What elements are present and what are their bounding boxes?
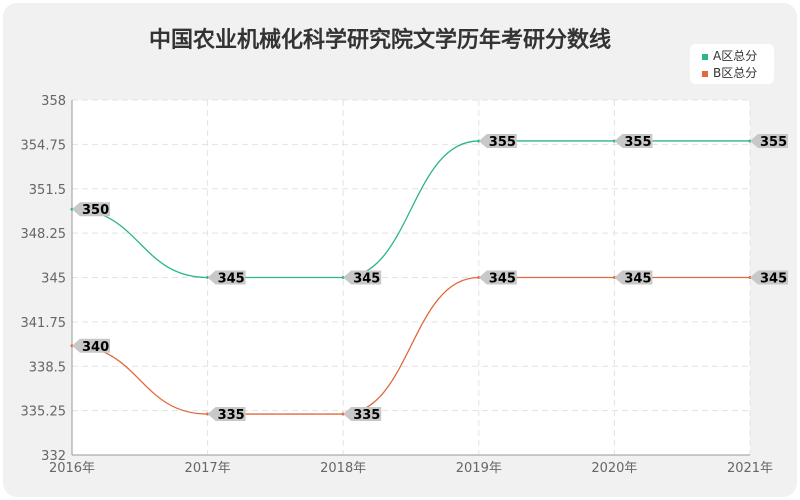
y-tick-label: 351.5	[29, 183, 66, 198]
data-label-bg	[72, 338, 110, 353]
data-label: 345	[489, 272, 516, 287]
x-tick-label: 2020年	[591, 461, 637, 476]
data-label: 345	[218, 272, 245, 287]
y-tick-label: 332	[41, 449, 66, 464]
data-label: 355	[624, 135, 651, 150]
data-label-bg	[72, 202, 110, 217]
data-label-bg	[478, 133, 517, 148]
legend-label-a: A区总分	[713, 49, 758, 63]
data-label: 335	[353, 408, 380, 423]
y-tick-label: 348.25	[21, 227, 67, 242]
chart-title: 中国农业机械化科学研究院文学历年考研分数线	[148, 27, 611, 52]
data-label-bg	[343, 270, 382, 285]
data-label-bg	[750, 270, 788, 285]
legend-item-b[interactable]: B区总分	[702, 65, 757, 81]
x-tick-label: 2019年	[456, 461, 502, 476]
legend-swatch-a	[702, 53, 708, 60]
data-label: 350	[82, 203, 109, 218]
x-tick-label: 2018年	[320, 461, 366, 476]
y-tick-label: 345	[41, 272, 66, 287]
y-tick-label: 335.25	[21, 405, 67, 420]
data-label-bg	[614, 133, 653, 148]
y-tick-label: 338.5	[29, 360, 66, 375]
x-tick-label: 2017年	[185, 461, 231, 476]
legend-label-b: B区总分	[713, 66, 758, 80]
data-label: 345	[624, 272, 651, 287]
data-label: 355	[489, 135, 516, 150]
data-label-bg	[207, 407, 246, 422]
y-tick-label: 354.75	[21, 138, 67, 153]
x-tick-label: 2016年	[49, 461, 95, 476]
y-tick-label: 341.75	[21, 316, 67, 331]
data-label: 335	[218, 408, 245, 423]
data-label: 340	[82, 340, 109, 355]
data-label-bg	[750, 133, 788, 148]
data-label-bg	[207, 270, 246, 285]
data-label-bg	[478, 270, 517, 285]
data-label: 345	[760, 272, 787, 287]
legend: A区总分 B区总分	[690, 44, 774, 84]
data-label-bg	[614, 270, 653, 285]
legend-swatch-b	[702, 70, 708, 77]
legend-item-a[interactable]: A区总分	[702, 48, 757, 64]
data-label: 355	[760, 135, 787, 150]
data-label: 345	[353, 272, 380, 287]
y-tick-label: 358	[41, 94, 66, 109]
x-tick-label: 2021年	[727, 461, 773, 476]
data-label-bg	[343, 407, 382, 422]
